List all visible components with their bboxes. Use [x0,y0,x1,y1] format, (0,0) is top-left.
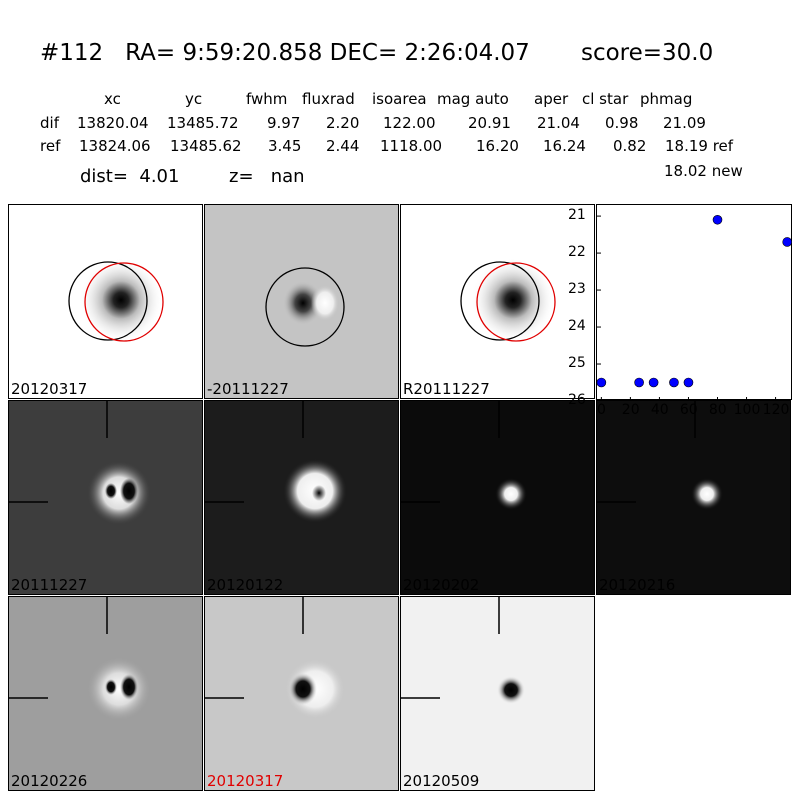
table-cell: 9.97 [267,114,301,132]
page-title: #112 RA= 9:59:20.858 DEC= 2:26:04.07 sco… [40,40,714,66]
table-cell: 1118.00 [380,137,443,155]
image-stamp: 20111227 [8,400,203,595]
data-point [596,377,607,388]
x-tick-label: 80 [708,402,727,418]
data-point [712,214,723,225]
image-stamp: 20120226 [8,596,203,791]
stamp-date-label: 20120509 [403,772,480,790]
stamp-graphic [9,401,151,525]
stamp-date-label: 20120202 [403,576,480,594]
table-cell: 18.19 ref [665,137,734,155]
data-point [782,237,792,247]
table-cell: 13485.72 [167,114,239,132]
row-label-dif: dif [40,114,59,132]
x-tick-label: 20 [621,402,640,418]
x-tick-label: 100 [733,402,761,418]
dif-aperture-circle [476,262,556,342]
light-curve-svg [596,214,792,402]
column-header: phmag [640,90,693,108]
table-cell: 3.45 [268,137,302,155]
stamp-date-label: 20111227 [11,576,88,594]
image-stamp: 20120317 [8,204,203,399]
stamp-graphic [205,401,347,523]
ref-aperture-circle [460,261,540,341]
stamp-date-label: 20120317 [11,380,88,398]
stamp-date-label: R20111227 [403,380,490,398]
column-header: mag auto [437,90,509,108]
table-cell: 21.04 [537,114,580,132]
table-cell: 0.98 [605,114,639,132]
stamp-date-label: 20120226 [11,772,88,790]
x-tick-label: 0 [597,402,606,418]
stamp-graphic [597,401,723,510]
stamp-graphic [265,267,345,347]
image-stamp: -20111227 [204,204,399,399]
y-tick-label: 23 [568,281,586,298]
image-stamp: 20120509 [400,596,595,791]
table-cell: 122.00 [383,114,436,132]
table-cell: 16.24 [543,137,586,155]
stamp-date-label: -20111227 [207,380,289,398]
stamp-graphic [401,401,527,510]
y-tick-label: 21 [568,207,586,224]
stamp-graphic [68,258,164,342]
image-stamp: R20111227 [400,204,595,399]
x-tick-label: 120 [762,402,790,418]
dif-aperture-circle [84,262,164,342]
data-point [648,377,659,388]
x-tick-label: 60 [679,402,698,418]
table-cell: 21.09 [663,114,706,132]
column-header: cl star [582,90,629,108]
column-header: fluxrad [302,90,355,108]
x-tick-label: 40 [650,402,669,418]
data-point [634,377,644,388]
data-point [683,377,694,388]
stamp-graphic [205,597,345,719]
image-stamp: 20120216 [596,400,791,595]
y-tick-label: 24 [568,318,586,335]
table-cell: 2.20 [326,114,360,132]
table-cell: 0.82 [613,137,647,155]
stamp-date-label: 20120122 [207,576,284,594]
dif-aperture-circle [265,267,345,347]
light-curve-plot: 21 22 23 24 25 26 0 20 40 60 80 100 120 [568,204,792,418]
table-cell: 16.20 [476,137,519,155]
z-value: z= nan [229,166,305,187]
phmag-new-value: 18.02 new [664,162,743,180]
column-header: yc [185,90,203,108]
table-cell: 2.44 [326,137,360,155]
column-header: xc [104,90,121,108]
image-stamp: 20120202 [400,400,595,595]
data-point [669,377,679,388]
table-cell: 13824.06 [79,137,151,155]
stamp-date-label: 20120317 [207,772,284,790]
y-tick-label: 25 [568,355,586,372]
stamp-graphic [9,597,151,721]
image-stamp: 20120317 [204,596,399,791]
table-cell: 13485.62 [170,137,242,155]
row-label-ref: ref [40,137,61,155]
column-header: fwhm [246,90,288,108]
table-cell: 20.91 [468,114,511,132]
stamp-date-label: 20120216 [599,576,676,594]
stamp-graphic [401,597,525,704]
dist-value: dist= 4.01 [80,166,180,187]
y-tick-label: 26 [568,392,586,408]
y-tick-label: 22 [568,244,586,261]
column-header: isoarea [372,90,427,108]
ref-aperture-circle [68,261,148,341]
table-cell: 13820.04 [77,114,149,132]
image-stamp: 20120122 [204,400,399,595]
stamp-graphic [460,258,556,342]
column-header: aper [534,90,569,108]
